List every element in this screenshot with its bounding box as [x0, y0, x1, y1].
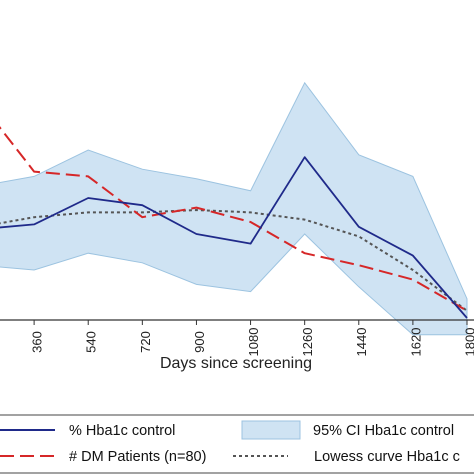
- series-line-lowess-curve-hba1c-c: [0, 209, 468, 312]
- x-axis: 360 540 720 900 1080 1260 1440 1620 1800: [0, 319, 474, 357]
- x-tick-label: 1260: [300, 328, 315, 357]
- series-line-dm-patients-n-80: [0, 126, 468, 312]
- legend-box: [0, 414, 474, 474]
- x-tick-label: 1800: [462, 328, 474, 357]
- x-tick-label: 900: [192, 331, 207, 353]
- x-tick-label: 540: [84, 331, 99, 353]
- plot-area: [0, 81, 468, 336]
- x-tick-label: 1620: [408, 328, 423, 357]
- legend-label-hba1c-control: % Hba1c control: [69, 423, 175, 439]
- x-tick-label: 360: [30, 331, 45, 353]
- x-tick-label: 1440: [354, 328, 369, 357]
- series-line-hba1c-control: [0, 156, 468, 319]
- legend: % Hba1c control 95% CI Hba1c control # DM …: [0, 414, 474, 474]
- x-tick-label: 1080: [246, 328, 261, 357]
- x-axis-title: Days since screening: [160, 355, 312, 372]
- legend-label-lowess-curve-hba1c-c: Lowess curve Hba1c c: [314, 449, 460, 465]
- ci-band: [0, 81, 468, 336]
- legend-swatch-95-ci-hba1c-control: [241, 420, 301, 440]
- x-tick-label: 720: [138, 331, 153, 353]
- legend-label-dm-patients-n-80: # DM Patients (n=80): [69, 449, 206, 465]
- legend-label-95-ci-hba1c-control: 95% CI Hba1c control: [313, 423, 454, 439]
